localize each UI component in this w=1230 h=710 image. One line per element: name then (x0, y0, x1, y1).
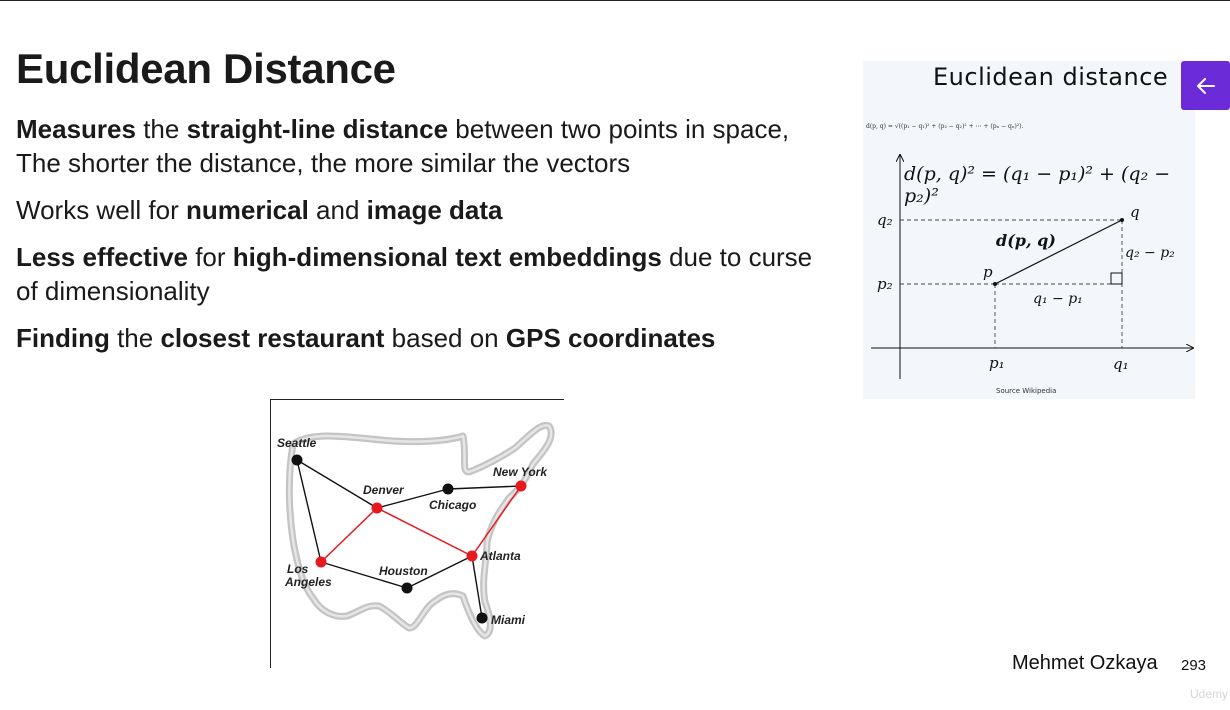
label-q2: q₂ (877, 211, 893, 229)
bullet-3-text: for (187, 242, 233, 272)
red-route (320, 485, 522, 563)
label-houston: Houston (379, 564, 428, 578)
label-denver: Denver (363, 483, 405, 497)
bullet-list: Measures the straight-line distance betw… (16, 112, 816, 368)
edge-denver-chicago (376, 488, 449, 509)
label-dy: q₂ − p₂ (1125, 245, 1175, 261)
bullet-1-text: the (135, 114, 187, 144)
edge-chicago-newyork (447, 485, 522, 490)
dot-chicago (442, 483, 454, 495)
author-name: Mehmet Ozkaya (1012, 652, 1158, 674)
edge-atlanta-miami (471, 555, 483, 619)
us-route-map: Seattle Denver Chicago New York Los Ange… (270, 399, 564, 668)
bullet-2-keyword: numerical (186, 195, 309, 225)
label-seattle: Seattle (277, 436, 317, 450)
right-angle-marker (1110, 272, 1123, 285)
guide-lines (900, 219, 1123, 348)
bullet-3-keyword-2: high-dimensional text embeddings (232, 242, 662, 272)
figure-title: Euclidean distance (933, 63, 1169, 91)
city-dots (291, 454, 527, 624)
bullet-3: Less effective for high-dimensional text… (16, 240, 816, 308)
bullet-4-text-2: based on (384, 323, 506, 353)
dot-losangeles (315, 556, 327, 568)
route-denver-atlanta (376, 507, 473, 557)
bullet-2-keyword-2: image data (366, 195, 503, 225)
bullet-4: Finding the closest restaurant based on … (16, 321, 816, 355)
distance-diagram: q₂ p₂ p₁ q₁ p q d(p, q) q₂ − p₂ q₁ − p₁ (871, 61, 1195, 379)
slide-title: Euclidean Distance (16, 45, 396, 92)
dot-seattle (291, 454, 303, 466)
label-dpq: d(p, q) (996, 231, 1056, 250)
dot-miami (476, 612, 488, 624)
us-outline-inner (288, 424, 553, 638)
bullet-2-text: Works well for (16, 195, 186, 225)
label-p1: p₁ (989, 354, 1005, 372)
bullet-2: Works well for numerical and image data (16, 193, 816, 227)
top-rule (0, 0, 1230, 1)
bullet-3-text-2: due to curse of dimensionality (16, 242, 813, 306)
euclidean-figure: Euclidean distance d(p, q) = √((p₁ − q₁)… (863, 61, 1195, 399)
label-atlanta: Atlanta (479, 549, 521, 563)
label-miami: Miami (491, 613, 526, 627)
edge-losangeles-houston (320, 561, 408, 589)
edge-seattle-losangeles (296, 459, 322, 563)
bullet-1-text-2: between two points in space, The shorter… (16, 114, 790, 178)
point-p (993, 282, 997, 286)
point-q (1120, 218, 1124, 222)
main-formula: d(p, q)² = (q₁ − p₁)² + (q₂ − p₂)² (904, 163, 1171, 207)
back-button[interactable] (1181, 61, 1230, 110)
udemy-watermark: Udemy (1190, 687, 1229, 701)
dot-atlanta (466, 550, 478, 562)
bullet-3-keyword: Less effective (16, 242, 188, 272)
label-p2: p₂ (877, 275, 893, 293)
bullet-2-text-2: and (308, 195, 367, 225)
label-q1: q₁ (1113, 355, 1129, 373)
arrow-left-icon (1196, 77, 1215, 94)
edge-houston-atlanta (406, 555, 473, 589)
label-q: q (1130, 203, 1140, 221)
edge-seattle-denver (296, 459, 378, 509)
label-los: Los (287, 562, 309, 576)
page-number: 293 (1181, 657, 1207, 674)
distance-segment (994, 219, 1123, 285)
bullet-4-keyword: Finding (16, 323, 110, 353)
bullet-1-keyword-2: straight-line distance (186, 114, 449, 144)
bullet-1: Measures the straight-line distance betw… (16, 112, 816, 180)
dot-denver (371, 502, 383, 514)
dot-houston (401, 582, 413, 594)
label-newyork: New York (493, 465, 548, 479)
figure-source: Source Wikipedia (996, 387, 1057, 395)
route-losangeles-denver (320, 507, 378, 563)
bullet-4-keyword-3: GPS coordinates (505, 323, 716, 353)
label-p: p (983, 263, 993, 281)
general-formula: d(p, q) = √((p₁ − q₁)² + (p₂ − q₂)² + ⋯ … (866, 123, 1024, 130)
label-angeles: Angeles (284, 575, 332, 589)
map-graphic: Seattle Denver Chicago New York Los Ange… (277, 421, 555, 640)
bullet-4-text: the (109, 323, 161, 353)
bullet-4-keyword-2: closest restaurant (160, 323, 385, 353)
label-chicago: Chicago (429, 498, 476, 512)
bullet-1-keyword: Measures (16, 114, 136, 144)
dot-newyork (515, 480, 527, 492)
label-dx: q₁ − p₁ (1033, 291, 1083, 307)
black-edges (296, 459, 522, 619)
route-atlanta-newyork (471, 485, 522, 557)
